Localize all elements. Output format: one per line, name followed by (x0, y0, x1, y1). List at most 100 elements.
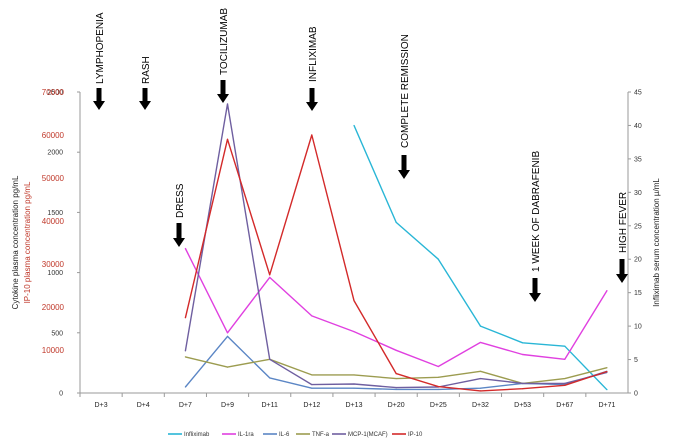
ip10-tick-label: 70000 (42, 88, 65, 97)
data-point-tnf-a (437, 376, 439, 378)
x-tick-label: D+20 (388, 402, 405, 409)
events-group: LYMPHOPENIA RASH TOCILIZUMAB INFLIXIMAB DRES… (93, 8, 629, 302)
data-point-mcp-1-mcaf (479, 377, 482, 380)
event-arrow-rash (139, 88, 151, 110)
x-tick-label: D+32 (472, 402, 489, 409)
series-line-infliximab (353, 125, 608, 391)
data-point-il-1ra (353, 330, 355, 333)
data-point-il-1ra (606, 290, 608, 292)
ip10-tick-label: 10000 (42, 346, 65, 355)
x-tick-label: D+3 (95, 402, 108, 409)
data-point-mcp-1-mcaf (395, 386, 397, 389)
cytokine-tick-label: 1000 (47, 270, 63, 277)
legend-label-ip-10: IP-10 (408, 432, 423, 438)
data-point-ip-10 (184, 317, 186, 319)
event-arrow-infliximab (306, 88, 318, 111)
legend-group: Infliximab IL-1ra IL-6 TNF-a MCP-1(MCAF) IP-1… (168, 432, 423, 438)
data-point-mcp-1-mcaf (522, 382, 524, 384)
event-arrow-dress (173, 223, 185, 247)
infliximab-tick-label: 25 (634, 223, 642, 230)
data-point-mcp-1-mcaf (269, 358, 271, 360)
data-point-il-6 (269, 377, 271, 379)
event-arrow-1-week-of-dabrafenib (529, 278, 541, 302)
data-point-ip-10 (437, 385, 439, 388)
ip10-tick-label: 50000 (42, 174, 65, 183)
event-label-rash: RASH (141, 56, 152, 84)
data-point-il-1ra (395, 349, 397, 351)
legend-label-infliximab: Infliximab (184, 432, 210, 438)
event-label-tocilizumab: TOCILIZUMAB (219, 8, 230, 75)
event-arrow-complete-remission (398, 155, 410, 179)
series-line-tnf-a (185, 356, 608, 385)
series-line-il-1ra (184, 248, 608, 368)
data-point-infliximab (606, 389, 608, 391)
data-point-il-1ra (184, 247, 186, 250)
data-point-mcp-1-mcaf (353, 383, 355, 385)
data-point-il-6 (437, 388, 439, 390)
event-arrow-high-fever (616, 259, 628, 283)
event-arrow-lymphopenia (93, 88, 105, 110)
data-point-tnf-a (353, 374, 355, 376)
data-point-il-6 (226, 335, 229, 338)
data-point-ip-10 (353, 299, 355, 302)
data-point-il-6 (184, 386, 186, 388)
x-tick-label: D+9 (221, 402, 234, 409)
data-point-tnf-a (226, 366, 229, 368)
data-point-il-1ra (226, 332, 229, 334)
event-label-1-week-of-dabrafenib: 1 WEEK OF DABRAFENIB (531, 151, 542, 272)
data-point-il-6 (479, 387, 482, 389)
infliximab-tick-label: 15 (634, 290, 642, 297)
x-tick-label: D+7 (179, 402, 192, 409)
infliximab-axis-title: Infliximab serum concentration µ/mL (652, 178, 661, 307)
infliximab-tick-label: 35 (634, 156, 642, 163)
data-point-ip-10 (479, 390, 482, 392)
data-point-il-1ra (479, 341, 482, 344)
series-line-ip-10 (184, 134, 608, 392)
x-tick-label: D+11 (261, 402, 278, 409)
cytokine-tick-label: 2000 (47, 150, 63, 157)
x-tick-label: D+13 (346, 402, 363, 409)
infliximab-tick-label: 0 (634, 391, 638, 398)
data-point-ip-10 (606, 370, 608, 373)
data-point-mcp-1-mcaf (564, 382, 566, 384)
infliximab-tick-label: 20 (634, 257, 642, 264)
event-label-dress: DRESS (175, 183, 186, 218)
data-point-mcp-1-mcaf (184, 350, 186, 352)
legend-label-tnf-a: TNF-a (312, 432, 330, 438)
ip10-tick-label: 20000 (42, 303, 65, 312)
legend-label-il-6: IL-6 (279, 432, 290, 438)
data-point-il-1ra (437, 365, 439, 368)
data-point-il-1ra (269, 276, 271, 279)
cytokine-tick-label: 2500 (47, 90, 63, 97)
infliximab-tick-label: 5 (634, 357, 638, 364)
data-point-tnf-a (564, 377, 566, 380)
infliximab-tick-label: 45 (634, 90, 642, 97)
data-point-il-1ra (564, 358, 566, 360)
x-tick-label: D+4 (137, 402, 150, 409)
series-lines-group (184, 103, 608, 392)
data-point-il-6 (395, 388, 397, 390)
data-point-ip-10 (269, 274, 271, 276)
data-point-il-6 (311, 387, 313, 389)
event-label-complete-remission: COMPLETE REMISSION (400, 34, 411, 148)
data-point-il-6 (353, 387, 355, 389)
data-point-tnf-a (606, 367, 608, 369)
cytokine-tick-label: 0 (59, 391, 63, 398)
legend-label-il-1ra: IL-1ra (238, 432, 254, 438)
data-point-infliximab (437, 258, 439, 260)
data-point-tnf-a (479, 370, 482, 372)
data-point-infliximab (479, 325, 482, 327)
data-point-mcp-1-mcaf (226, 103, 229, 105)
data-point-ip-10 (522, 388, 524, 390)
data-point-infliximab (564, 345, 566, 347)
data-point-infliximab (395, 221, 397, 224)
data-point-ip-10 (395, 373, 397, 375)
data-point-mcp-1-mcaf (311, 383, 313, 386)
ip10-tick-label: 40000 (42, 217, 65, 226)
data-point-ip-10 (311, 134, 313, 136)
legend-label-mcp-1-mcaf: MCP-1(MCAF) (348, 432, 388, 438)
data-point-infliximab (522, 342, 524, 344)
x-tick-label: D+53 (514, 402, 531, 409)
data-point-tnf-a (311, 374, 313, 376)
